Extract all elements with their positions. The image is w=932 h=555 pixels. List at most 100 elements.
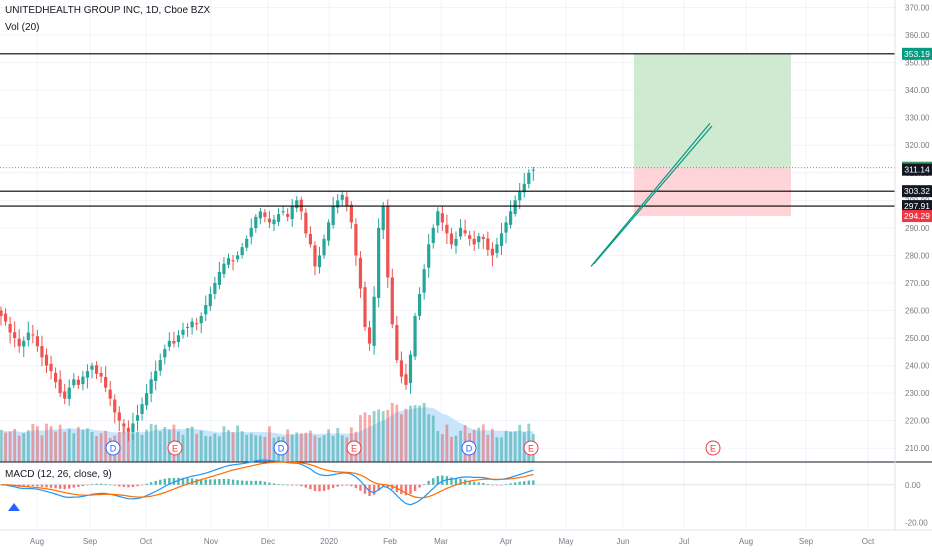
volume-bar bbox=[76, 427, 80, 462]
candle-body bbox=[140, 404, 144, 414]
candle-body bbox=[67, 387, 71, 399]
candle-body bbox=[190, 321, 194, 328]
candle-body bbox=[327, 222, 331, 241]
macd-histogram-bar bbox=[427, 480, 430, 485]
candle-body bbox=[418, 293, 422, 316]
macd-histogram-bar bbox=[322, 484, 326, 491]
candle-body bbox=[104, 377, 108, 388]
time-tick-label: Jul bbox=[679, 537, 689, 546]
candle-body bbox=[431, 227, 435, 244]
macd-legend[interactable]: MACD (12, 26, close, 9) bbox=[5, 469, 112, 480]
macd-histogram-bar bbox=[268, 482, 271, 485]
volume-bar bbox=[518, 424, 522, 462]
macd-histogram-bar bbox=[86, 484, 89, 486]
price-tick-label: 250.00 bbox=[905, 334, 930, 343]
macd-histogram-bar bbox=[318, 484, 321, 492]
price-tick-label: 290.00 bbox=[905, 224, 930, 233]
price-tag-label: 303.32 bbox=[904, 186, 930, 196]
candle-body bbox=[167, 340, 171, 347]
macd-histogram-bar bbox=[304, 484, 308, 488]
volume-bar bbox=[213, 433, 217, 462]
volume-bar bbox=[149, 423, 153, 462]
price-tag bbox=[902, 210, 932, 223]
dividend-marker bbox=[105, 440, 121, 456]
volume-bar bbox=[54, 431, 57, 462]
candle-body bbox=[399, 360, 403, 377]
price-tag-label: 353.19 bbox=[904, 49, 930, 59]
macd-histogram-bar bbox=[377, 484, 380, 491]
price-tick-label: 280.00 bbox=[905, 251, 930, 260]
candle-body bbox=[486, 238, 490, 250]
macd-histogram-bar bbox=[54, 484, 57, 489]
volume-legend[interactable]: Vol (20) bbox=[5, 22, 40, 33]
candle-body bbox=[26, 332, 30, 341]
candle-body bbox=[313, 245, 317, 267]
volume-bar bbox=[413, 405, 417, 462]
macd-histogram-bar bbox=[213, 479, 217, 485]
macd-histogram-bar bbox=[68, 484, 71, 489]
marker-label: D bbox=[466, 444, 473, 454]
candle-body bbox=[527, 172, 531, 184]
volume-bar bbox=[309, 430, 312, 462]
volume-bar bbox=[36, 426, 39, 462]
candle-body bbox=[331, 205, 335, 225]
candle-body bbox=[40, 346, 44, 358]
price-tick-label: 340.00 bbox=[905, 86, 930, 95]
candle-body bbox=[363, 287, 367, 328]
time-tick-label: Dec bbox=[261, 537, 275, 546]
candle-body bbox=[358, 257, 363, 289]
volume-bar bbox=[190, 426, 194, 462]
candle-body bbox=[0, 310, 3, 317]
volume-bar bbox=[13, 428, 17, 462]
macd-histogram-bar bbox=[31, 484, 35, 487]
macd-histogram-bar bbox=[482, 483, 485, 485]
candle-body bbox=[454, 238, 458, 246]
candle-body bbox=[386, 206, 390, 278]
candle-body bbox=[13, 332, 17, 339]
macd-histogram-bar bbox=[254, 480, 257, 485]
signal-line bbox=[1, 461, 534, 499]
macd-histogram-bar bbox=[190, 478, 194, 485]
macd-histogram-bar bbox=[300, 484, 303, 487]
candle-body bbox=[163, 349, 167, 358]
macd-histogram-bar bbox=[513, 482, 517, 485]
candle-body bbox=[336, 200, 340, 208]
candle-body bbox=[185, 327, 190, 329]
macd-line bbox=[0, 459, 534, 506]
candle-body bbox=[276, 214, 281, 222]
candle-body bbox=[468, 235, 472, 239]
macd-histogram-bar bbox=[200, 479, 203, 485]
symbol-legend[interactable]: UNITEDHEALTH GROUP INC, 1D, Cboe BZX bbox=[5, 5, 211, 16]
price-tag-label: 297.91 bbox=[904, 201, 930, 211]
candle-body bbox=[222, 263, 226, 275]
price-tag-label: 294.29 bbox=[904, 211, 930, 221]
candle-body bbox=[8, 323, 12, 333]
candle-body bbox=[176, 335, 181, 343]
volume-bar bbox=[486, 435, 490, 462]
volume-bar bbox=[127, 427, 130, 462]
volume-bar bbox=[22, 433, 26, 462]
loss-zone bbox=[634, 167, 791, 217]
volume-bar bbox=[491, 428, 494, 462]
volume-bar bbox=[236, 425, 239, 462]
price-tick-label: 320.00 bbox=[905, 141, 930, 150]
earnings-marker bbox=[346, 440, 362, 456]
volume-bar bbox=[372, 410, 376, 462]
candle-body bbox=[322, 238, 326, 256]
profit-zone bbox=[634, 53, 791, 168]
volume-bar bbox=[58, 424, 62, 462]
time-tick-label: Aug bbox=[739, 537, 753, 546]
price-tag bbox=[902, 185, 932, 198]
macd-histogram-bar bbox=[36, 484, 39, 487]
volume-bar bbox=[513, 431, 517, 462]
candle-body bbox=[349, 204, 353, 223]
candle-body bbox=[213, 282, 217, 294]
volume-bar bbox=[199, 430, 203, 462]
price-tick-label: 360.00 bbox=[905, 31, 930, 40]
macd-histogram-bar bbox=[532, 480, 535, 485]
macd-histogram-bar bbox=[240, 480, 244, 485]
macd-histogram-bar bbox=[454, 478, 458, 485]
candle-body bbox=[54, 372, 58, 383]
